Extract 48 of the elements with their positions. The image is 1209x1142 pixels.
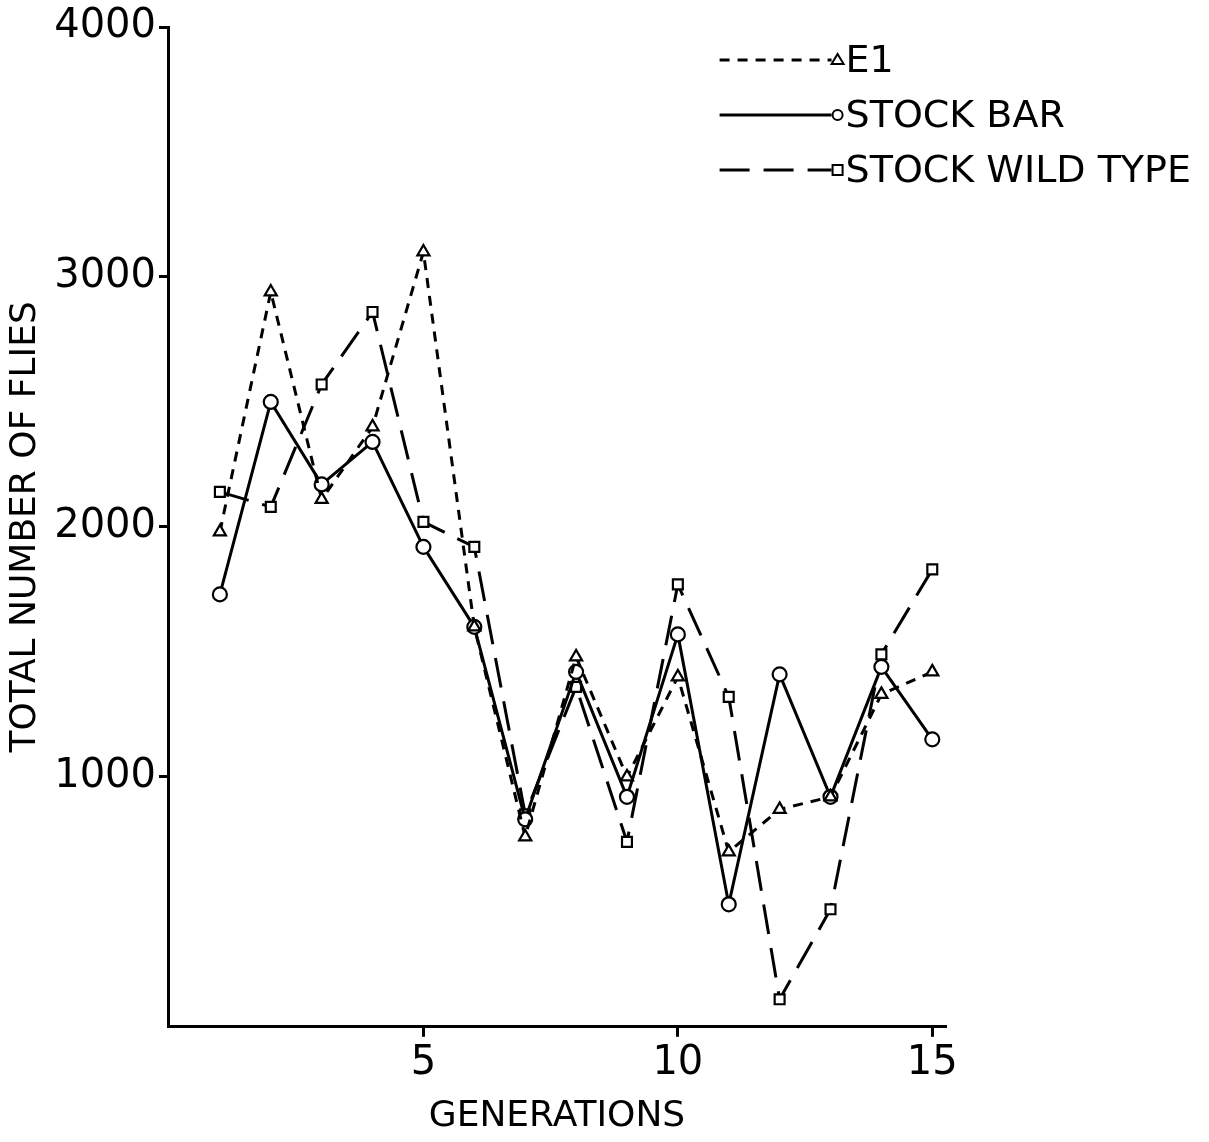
point [926,563,939,576]
point [518,828,533,842]
point [263,283,278,297]
point [722,690,735,703]
point [620,835,634,848]
point [468,540,481,553]
point [873,658,890,675]
point [924,731,941,748]
legend-label: STOCK WILD TYPE [845,146,1192,191]
point [925,663,940,677]
point [773,993,786,1006]
y-tick-label: 3000 [54,250,156,297]
x-tick-label: 15 [906,1037,958,1084]
point [568,648,584,662]
y-tick-label: 4000 [54,0,156,47]
point [262,393,279,411]
point [772,801,787,814]
point [875,648,888,661]
point [670,668,686,682]
point [721,843,736,857]
legend-label: E1 [845,36,894,81]
point [212,523,228,537]
y-axis-title: TOTAL NUMBER OF FLIES [1,301,43,754]
x-axis-title: GENERATIONS [428,1092,686,1134]
point [771,666,788,683]
point [671,578,684,591]
point [618,788,636,805]
point [213,485,226,498]
point [720,896,737,913]
point [415,538,432,555]
point [211,586,228,603]
point [874,686,889,699]
point [264,500,277,513]
point [365,418,380,432]
x-tick-label: 5 [410,1037,437,1084]
point [824,903,837,916]
point [417,515,430,528]
point [364,433,381,451]
point [366,305,379,318]
y-tick-label: 1000 [54,750,156,797]
point [315,378,328,391]
y-tick-label: 2000 [54,500,156,547]
point [314,491,329,505]
point [619,768,635,782]
point [669,626,686,643]
point [416,243,431,257]
legend-label: STOCK BAR [845,91,1065,136]
x-tick-label: 10 [652,1037,704,1084]
